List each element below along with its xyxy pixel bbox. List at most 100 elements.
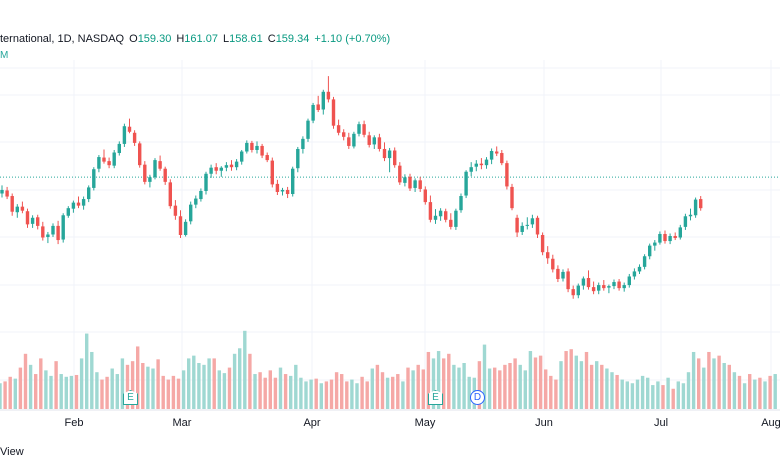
candle-body xyxy=(255,146,258,150)
candle-body xyxy=(220,168,223,171)
candle-body xyxy=(317,104,320,110)
volume-bar xyxy=(615,375,618,409)
dividend-marker[interactable]: D xyxy=(470,390,485,405)
volume-bar xyxy=(677,381,680,409)
candle-body xyxy=(97,157,100,169)
x-axis-label-mar: Mar xyxy=(173,417,192,429)
candle-body xyxy=(342,132,345,137)
volume-bar xyxy=(570,349,573,409)
candle-body xyxy=(51,226,54,235)
volume-bar xyxy=(661,385,664,409)
candle-body xyxy=(541,235,544,252)
candle-body xyxy=(388,150,391,158)
volume-bar xyxy=(182,370,185,409)
candle-body xyxy=(322,92,325,110)
candle-body xyxy=(490,151,493,160)
candle-body xyxy=(674,236,677,238)
volume-bar xyxy=(687,372,690,409)
volume-bar xyxy=(340,374,343,409)
volume-bar xyxy=(376,365,379,409)
candle-body xyxy=(653,243,656,246)
candle-body xyxy=(113,153,116,166)
volume-bar xyxy=(9,377,12,409)
close-label: C xyxy=(268,33,276,45)
high-value: 161.07 xyxy=(184,33,218,45)
candle-body xyxy=(209,168,212,174)
low-value: 158.61 xyxy=(229,33,263,45)
x-axis-label-aug: Aug xyxy=(761,417,780,429)
candle-body xyxy=(546,252,549,258)
candle-body xyxy=(628,276,631,285)
volume-bar xyxy=(213,358,216,409)
candle-body xyxy=(67,208,70,216)
candle-body xyxy=(327,92,330,100)
volume-bar xyxy=(503,365,506,409)
volume-bar xyxy=(238,348,241,409)
volume-bar xyxy=(381,372,384,409)
volume-bar xyxy=(564,351,567,409)
volume-bar xyxy=(269,370,272,409)
change-value: +1.10 (+0.70%) xyxy=(314,33,390,45)
candle-body xyxy=(521,226,524,232)
candle-body xyxy=(663,234,666,241)
candle-body xyxy=(383,149,386,158)
candle-body xyxy=(459,196,462,210)
volume-bar xyxy=(763,381,766,409)
candle-body xyxy=(5,190,8,196)
volume-bar xyxy=(539,356,542,409)
candle-body xyxy=(286,190,289,194)
volume-bar xyxy=(70,376,73,409)
candle-body xyxy=(250,143,253,150)
volume-bar xyxy=(49,376,52,409)
volume-bar xyxy=(309,380,312,409)
candle-body xyxy=(158,161,161,169)
candle-body xyxy=(694,200,697,216)
volume-bar xyxy=(75,375,78,409)
candle-body xyxy=(607,286,610,288)
candle-body xyxy=(495,152,498,154)
volume-bar xyxy=(666,378,669,409)
volume-bar xyxy=(284,374,287,409)
volume-bar xyxy=(54,361,57,409)
candle-body xyxy=(215,167,218,171)
candle-body xyxy=(485,160,488,166)
volume-bar xyxy=(631,383,634,409)
candle-body xyxy=(260,146,263,156)
candle-body xyxy=(153,160,156,177)
candle-body xyxy=(306,121,309,139)
candle-body xyxy=(107,161,110,165)
volume-bar xyxy=(335,372,338,409)
candle-body xyxy=(515,218,518,233)
candle-body xyxy=(194,199,197,205)
candle-body xyxy=(148,177,151,182)
volume-bar xyxy=(85,334,88,409)
volume-bar xyxy=(187,358,190,409)
candle-body xyxy=(587,278,590,287)
volume-bar xyxy=(743,383,746,409)
volume-bar xyxy=(544,369,547,409)
volume-bar xyxy=(585,352,588,409)
volume-bar xyxy=(330,380,333,409)
candle-body xyxy=(592,287,595,291)
candle-body xyxy=(617,282,620,289)
volume-bar xyxy=(202,365,205,409)
candle-body xyxy=(26,211,29,224)
volume-bar xyxy=(315,379,318,409)
volume-bar xyxy=(65,377,68,409)
volume-bar xyxy=(697,358,700,409)
volume-bar xyxy=(34,374,37,409)
candle-body xyxy=(561,272,564,279)
volume-bar xyxy=(702,368,705,409)
candle-body xyxy=(424,189,427,202)
volume-bar xyxy=(274,378,277,409)
volume-bar xyxy=(151,369,154,409)
volume-bar xyxy=(371,369,374,409)
volume-bar xyxy=(19,368,22,409)
candle-body xyxy=(271,161,274,185)
candle-body xyxy=(643,256,646,267)
volume-bar xyxy=(534,357,537,409)
volume-bar xyxy=(753,380,756,409)
volume-bar xyxy=(162,376,165,409)
